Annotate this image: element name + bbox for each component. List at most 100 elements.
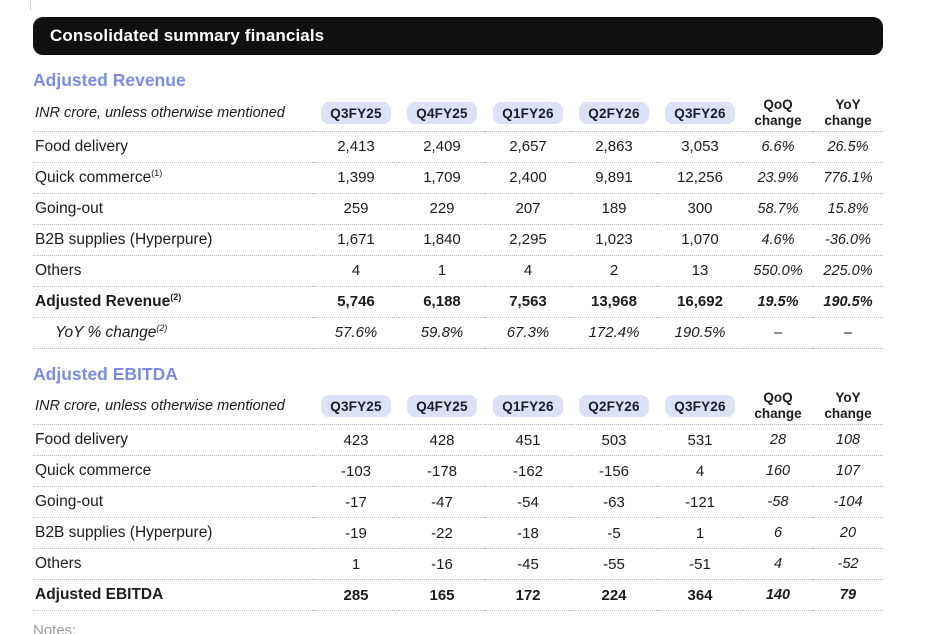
cell-value: 1,671 — [313, 224, 399, 256]
cell-value: 59.8% — [399, 317, 485, 349]
row-label-text: Food delivery — [35, 431, 129, 448]
cell-yoy-change: 79 — [813, 579, 883, 611]
cell-yoy-change: -104 — [813, 486, 883, 518]
row-label: Adjusted EBITDA — [33, 579, 313, 611]
table-row: B2B supplies (Hyperpure) -19 -22 -18 -5 1 6 20 — [33, 517, 883, 549]
cell-value: 229 — [399, 193, 485, 225]
cell-yoy-change: 225.0% — [813, 255, 883, 287]
cell-value: 531 — [657, 424, 743, 456]
table-row: Quick commerce(1) 1,399 1,709 2,400 9,891 12,… — [33, 162, 883, 194]
cell-value: 423 — [313, 424, 399, 456]
table-body: Food delivery 2,413 2,409 2,657 2,863 3,053 6.… — [33, 131, 883, 349]
cell-value: -18 — [485, 517, 571, 549]
cell-value: -63 — [571, 486, 657, 518]
cell-value: -103 — [313, 455, 399, 487]
quarter-pill: Q1FY26 — [493, 101, 563, 124]
section-title-adjusted-ebitda: Adjusted EBITDA — [33, 363, 178, 384]
cell-value: -51 — [657, 548, 743, 580]
table-row: Going-out -17 -47 -54 -63 -121 -58 -104 — [33, 486, 883, 518]
cell-value: 285 — [313, 579, 399, 611]
column-header-yoy-change: YoY change — [813, 388, 883, 425]
row-label-text: Adjusted EBITDA — [35, 586, 164, 603]
row-label-footnote: (1) — [151, 167, 163, 178]
cell-value: -16 — [399, 548, 485, 580]
table-row: Adjusted Revenue(2) 5,746 6,188 7,563 13,968… — [33, 286, 883, 318]
cell-value: -156 — [571, 455, 657, 487]
table-header: INR crore, unless otherwise mentioned Q3F… — [33, 388, 883, 425]
table-row: Going-out 259 229 207 189 300 58.7% 15.8% — [33, 193, 883, 225]
quarter-pill: Q3FY25 — [321, 101, 391, 124]
column-header-q3fy26: Q3FY26 — [657, 388, 743, 425]
quarter-pill: Q4FY25 — [407, 101, 477, 124]
cell-value: 428 — [399, 424, 485, 456]
row-label: Others — [33, 255, 313, 287]
cell-yoy-change: 107 — [813, 455, 883, 487]
row-label-text: Others — [35, 261, 82, 279]
quarter-pill: Q2FY26 — [579, 395, 649, 418]
cell-value: 1,023 — [571, 224, 657, 256]
cell-value: 364 — [657, 579, 743, 611]
cell-value: -5 — [571, 517, 657, 549]
table-row: Food delivery 423 428 451 503 531 28 108 — [33, 424, 883, 456]
row-label: Going-out — [33, 193, 313, 225]
row-label-text: B2B supplies (Hyperpure) — [35, 524, 213, 541]
cell-yoy-change: 108 — [813, 424, 883, 456]
row-label: B2B supplies (Hyperpure) — [33, 224, 313, 256]
cell-value: 2,657 — [485, 131, 571, 163]
row-label-text: Adjusted Revenue — [35, 292, 171, 310]
cell-value: 4 — [657, 455, 743, 487]
cell-value: 2,400 — [485, 162, 571, 194]
cell-value: 1,709 — [399, 162, 485, 194]
cell-value: 6,188 — [399, 286, 485, 318]
cell-value: -17 — [313, 486, 399, 518]
column-header-qoq-change: QoQ change — [743, 95, 813, 132]
cell-qoq-change: 28 — [743, 424, 813, 456]
section-adjusted-ebitda: Adjusted EBITDA INR crore, unless otherw… — [33, 363, 883, 611]
row-label: Food delivery — [33, 131, 313, 163]
column-header-q1fy26: Q1FY26 — [485, 388, 571, 425]
column-header-qoq-change: QoQ change — [743, 388, 813, 425]
table-row: Food delivery 2,413 2,409 2,657 2,863 3,053 6.… — [33, 131, 883, 163]
quarter-pill: Q3FY26 — [665, 101, 735, 124]
cell-qoq-change: -58 — [743, 486, 813, 518]
column-header-q1fy26: Q1FY26 — [485, 95, 571, 132]
row-label-text: Food delivery — [35, 137, 129, 155]
row-label-text: Quick commerce — [35, 168, 152, 186]
cell-value: 12,256 — [657, 162, 743, 194]
section-adjusted-revenue: Adjusted Revenue INR crore, unless other… — [33, 70, 883, 349]
cell-value: 503 — [571, 424, 657, 456]
header-row: INR crore, unless otherwise mentioned Q3F… — [33, 95, 883, 132]
row-label-footnote: (2) — [170, 291, 182, 302]
cell-value: 259 — [313, 193, 399, 225]
cell-value: 172 — [485, 579, 571, 611]
adjusted-ebitda-table: INR crore, unless otherwise mentioned Q3F… — [33, 388, 883, 611]
cell-yoy-change: 15.8% — [813, 193, 883, 225]
cell-value: 4 — [313, 255, 399, 287]
page-edge-mark — [30, 0, 31, 10]
change-header-line1: YoY — [835, 96, 861, 112]
cell-value: -54 — [485, 486, 571, 518]
cell-value: 1,840 — [399, 224, 485, 256]
cell-value: 67.3% — [485, 317, 571, 349]
row-label-text: YoY % change — [55, 323, 157, 341]
column-header-q4fy25: Q4FY25 — [399, 388, 485, 425]
cell-value: 4 — [485, 255, 571, 287]
cell-value: 5,746 — [313, 286, 399, 318]
column-header-q3fy25: Q3FY25 — [313, 95, 399, 132]
row-label: Others — [33, 548, 313, 580]
cell-value: 1 — [399, 255, 485, 287]
adjusted-revenue-table: INR crore, unless otherwise mentioned Q3F… — [33, 95, 883, 349]
row-label-text: Going-out — [35, 199, 104, 217]
cell-yoy-change: -52 — [813, 548, 883, 580]
cell-qoq-change: 550.0% — [743, 255, 813, 287]
cell-value: 13,968 — [571, 286, 657, 318]
cell-yoy-change: 190.5% — [813, 286, 883, 318]
change-header-line1: QoQ — [763, 390, 793, 406]
change-header-line1: QoQ — [763, 96, 793, 112]
cell-value: -162 — [485, 455, 571, 487]
cell-qoq-change: 140 — [743, 579, 813, 611]
cell-value: 451 — [485, 424, 571, 456]
cell-value: 2,409 — [399, 131, 485, 163]
row-label: Adjusted Revenue(2) — [33, 286, 313, 318]
cell-value: 1,399 — [313, 162, 399, 194]
